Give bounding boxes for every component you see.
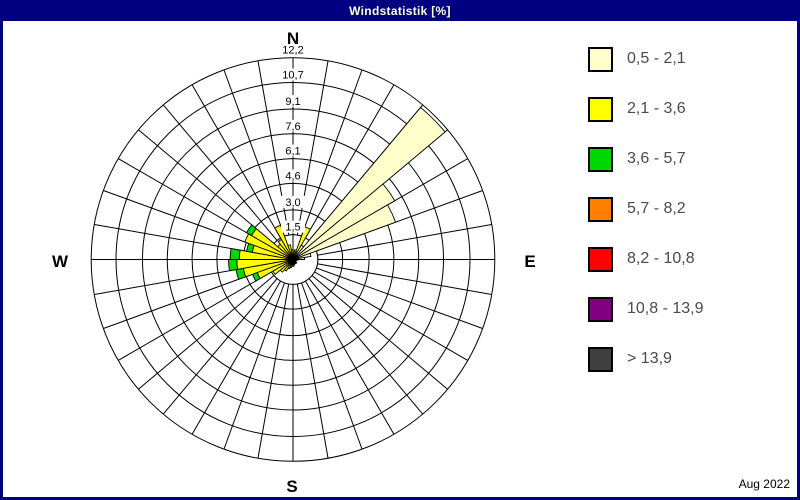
legend-item: 3,6 - 5,7 [588,146,686,172]
legend-label: 5,7 - 8,2 [627,200,686,217]
grid-spoke [138,259,294,390]
wind-petal-segment [274,224,292,256]
ring-label-backing [281,119,305,132]
ring-label-backing [281,94,305,107]
compass-west: W [52,252,69,271]
wind-rose-chart: 1,5 3,0 4,6 6,1 7,6 9,1 10,7 12,2N E S W [52,29,536,496]
legend-swatch [588,246,613,272]
grid-spoke [162,104,294,260]
grid-spoke [257,259,294,459]
legend-item: > 13,9 [588,346,672,372]
wind-petal-segment [228,259,239,272]
window-title-text: Windstatistik [%] [349,3,451,18]
ring-label-backing [281,144,305,157]
ring-tick-label: 12,2 [282,45,303,57]
grid-spoke [292,259,492,296]
wind-petal-segment [292,183,396,260]
grid-spoke [292,259,424,415]
legend-label: 8,2 - 10,8 [627,250,695,267]
compass-south: S [286,477,297,496]
wind-petal-segment [292,252,312,260]
window-title: Windstatistik [%] [0,0,800,21]
legend-label: > 13,9 [627,350,672,367]
legend-label: 0,5 - 2,1 [627,50,686,67]
wind-petal-segment [292,106,446,260]
rose-center-dot [289,256,297,263]
ring-tick-label: 7,6 [285,121,300,133]
legend-label: 3,6 - 5,7 [627,150,686,167]
legend-label: 10,8 - 13,9 [627,300,704,317]
grid-spoke [292,259,483,329]
grid-spoke [292,259,329,459]
grid-spoke [223,259,294,450]
compass-east: E [524,252,535,271]
wind-petal-segment [292,204,397,260]
legend-swatch [588,46,613,72]
legend-swatch [588,146,613,172]
legend-swatch [588,96,613,122]
grid-spoke [292,259,448,390]
legend-item: 0,5 - 2,1 [588,46,686,72]
grid-spoke [292,223,492,260]
wind-petal-segment [287,244,293,256]
wind-petal-segment [290,249,294,256]
ring-tick-label: 1,5 [285,222,300,234]
ring-tick-label: 10,7 [282,70,303,82]
legend-swatch [588,296,613,322]
legend-swatch [588,346,613,372]
grid-spoke [292,259,469,361]
ring-label-backing [281,195,305,208]
legend-item: 5,7 - 8,2 [588,196,686,222]
grid-spoke [292,259,395,435]
grid-spoke [191,259,294,435]
ring-label-backing [281,68,305,81]
grid-spoke [292,259,363,450]
ring-tick-label: 9,1 [285,96,300,108]
ring-label-backing [281,169,305,182]
legend-swatch [588,196,613,222]
ring-tick-label: 3,0 [285,197,300,209]
period-label: Aug 2022 [738,477,790,491]
grid-spoke [162,259,294,415]
legend-item: 8,2 - 10,8 [588,246,695,272]
compass-north: N [287,29,299,48]
ring-tick-label: 4,6 [285,170,300,182]
wind-petal-segment [245,224,257,237]
ring-tick-label: 6,1 [285,146,300,158]
legend-label: 2,1 - 3,6 [627,100,686,117]
ring-label-backing [281,220,305,233]
wind-petal-segment [229,248,241,260]
wind-petal-segment [295,226,311,253]
legend-item: 10,8 - 13,9 [588,296,704,322]
legend-item: 2,1 - 3,6 [588,96,686,122]
ring-label-backing [281,43,305,56]
